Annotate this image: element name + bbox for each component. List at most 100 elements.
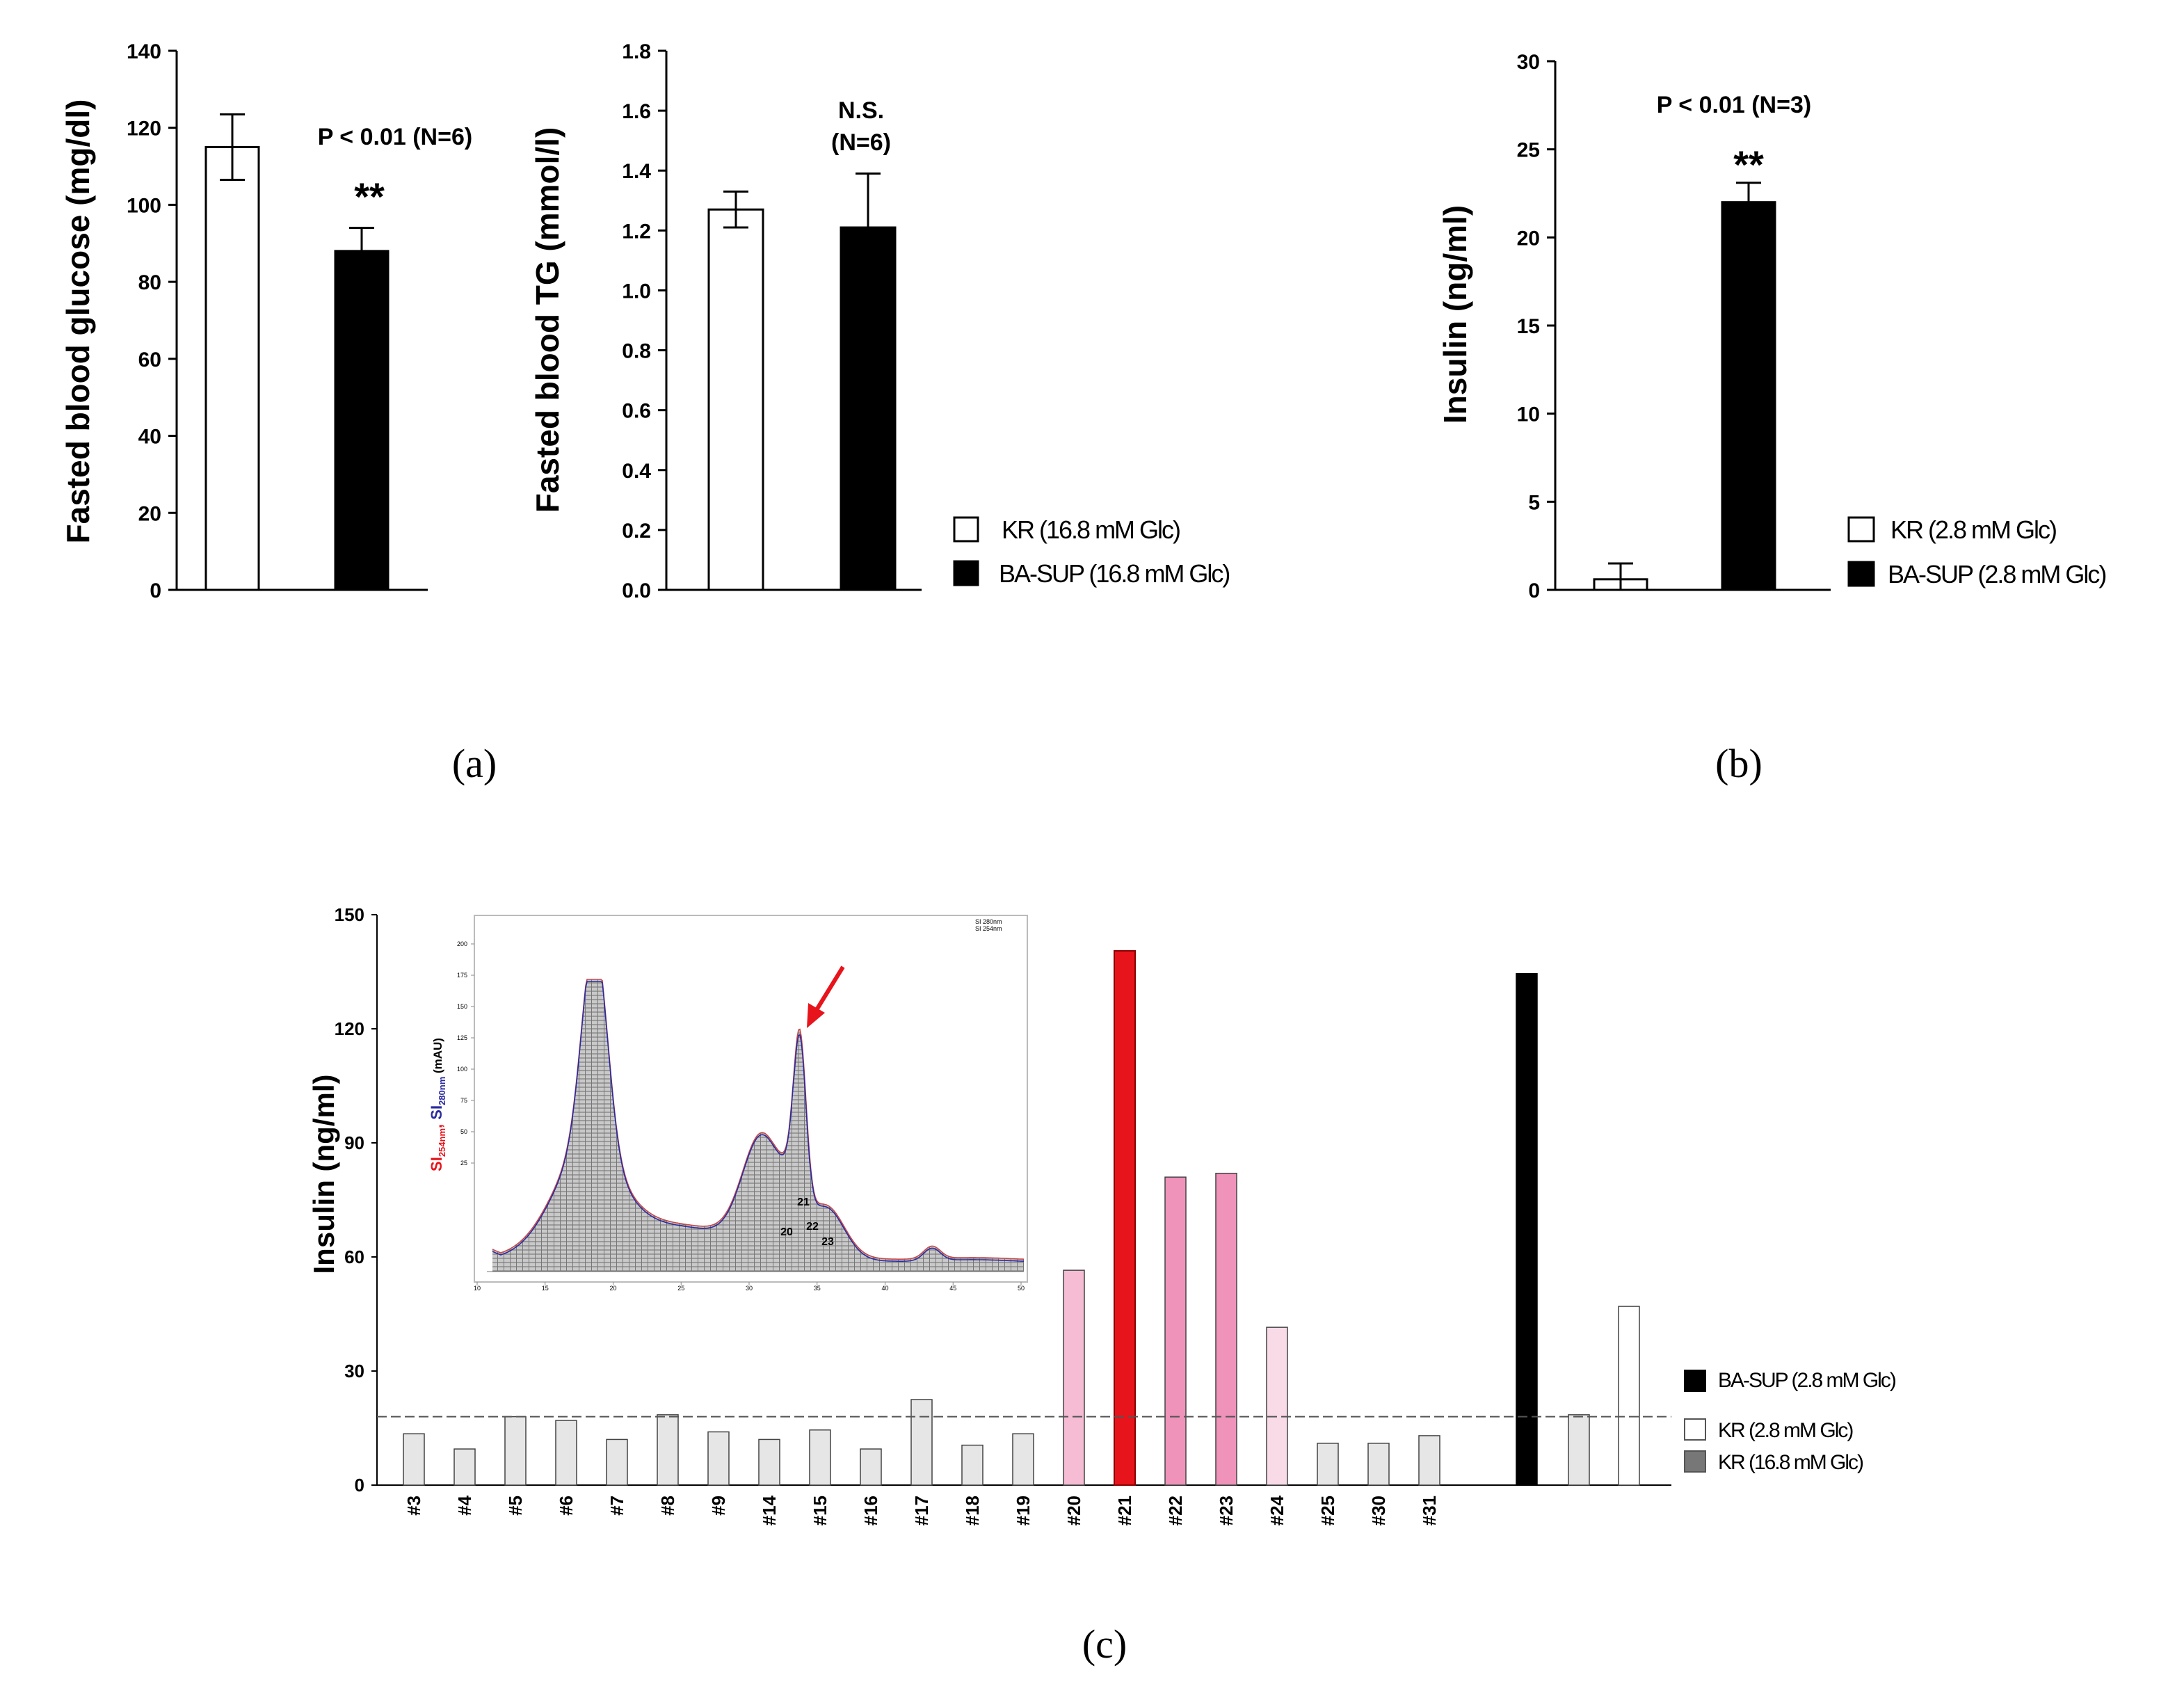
fraction-bar-16: [860, 1448, 882, 1486]
insulin-b-y-tick-label: 5: [1528, 491, 1540, 514]
inset-peak-label-23: 23: [821, 1236, 834, 1248]
glucose-y-tick-label: 0: [150, 579, 161, 602]
glucose-y-tick-label: 100: [127, 194, 161, 217]
fraction-label-19: #19: [1013, 1496, 1034, 1525]
inset-y-tick-label: 125: [457, 1034, 467, 1041]
fraction-bar-6: [555, 1420, 577, 1486]
inset-peak-label-22: 22: [806, 1221, 819, 1233]
insulin-b-y-tick-label: 15: [1517, 315, 1540, 338]
inset-y-tick-label: 150: [457, 1003, 467, 1010]
fraction-bar-4: [453, 1448, 476, 1486]
legend-c-ba-label: BA-SUP (2.8 mM Glc): [1718, 1369, 1896, 1392]
glucose-y-tick-label: 80: [138, 271, 161, 294]
insulin-chart-b: Insulin (ng/ml) P < 0.01 (N=3) ** KR (2.…: [1437, 51, 2107, 602]
fraction-bar-20: [1063, 1269, 1085, 1486]
fraction-label-7: #7: [607, 1496, 627, 1516]
inset-legend-280: SI 280nm: [975, 918, 1002, 925]
insulin-c-y-tick-label: 90: [344, 1132, 364, 1153]
fraction-label-20: #20: [1063, 1496, 1084, 1525]
fraction-label-24: #24: [1267, 1495, 1287, 1525]
legend-a-kr-swatch: [953, 516, 979, 543]
tg-y-axis-label: Fasted blood TG (mmol/l): [529, 127, 565, 513]
insulin-b-y-tick-label: 25: [1517, 139, 1540, 162]
glucose-significance-stars: **: [354, 175, 385, 218]
fraction-label-30: #30: [1368, 1496, 1389, 1525]
inset-y-tick-label: 200: [457, 940, 467, 947]
insulin-c-y-tick-label: 150: [335, 904, 364, 925]
legend-a: KR (16.8 mM Glc) BA-SUP (16.8 mM Glc): [953, 515, 1230, 588]
tg-n-label: (N=6): [831, 129, 891, 156]
tg-y-tick-label: 0.2: [622, 520, 651, 543]
legend-c-kr28-swatch: [1684, 1418, 1706, 1441]
inset-ylab-unit: (mAU): [431, 1038, 444, 1077]
glucose-chart: Fasted blood glucose (mg/dl) P < 0.01 (N…: [60, 40, 472, 602]
glucose-y-axis-label: Fasted blood glucose (mg/dl): [60, 99, 96, 544]
legend-b-kr-label: KR (2.8 mM Glc): [1890, 515, 2056, 544]
glucose-y-tick-label: 40: [138, 426, 161, 449]
insulin-b-y-axis-label: Insulin (ng/ml): [1437, 205, 1473, 424]
inset-arrow-shaft: [813, 965, 845, 1013]
inset-trace-280: [492, 981, 1025, 1262]
fraction-bar-14: [758, 1438, 780, 1486]
fraction-label-25: #25: [1317, 1496, 1338, 1525]
fraction-bar-21: [1114, 949, 1136, 1486]
tg-chart: Fasted blood TG (mmol/l) N.S. (N=6) KR (…: [529, 40, 1230, 602]
inset-x-tick-label: 40: [881, 1285, 888, 1292]
inset-ylab-si280: SI: [428, 1105, 445, 1120]
fraction-bar-23: [1215, 1172, 1237, 1486]
inset-y-tick-label: 75: [460, 1097, 467, 1104]
control-bar-1: [1516, 972, 1538, 1486]
tg-bar-1: [707, 208, 764, 591]
legend-c-ba-swatch: [1684, 1370, 1706, 1392]
fraction-label-3: #3: [403, 1496, 424, 1516]
fraction-bar-24: [1266, 1327, 1288, 1486]
fraction-insulin-chart: Insulin (ng/ml) BA-SUP (2.8 mM Glc) KR (…: [307, 904, 1897, 1525]
fraction-bar-25: [1317, 1443, 1339, 1486]
legend-c-kr28-label: KR (2.8 mM Glc): [1718, 1419, 1853, 1442]
fraction-label-21: #21: [1114, 1496, 1135, 1525]
fraction-label-4: #4: [454, 1495, 475, 1515]
fraction-label-16: #16: [860, 1496, 881, 1525]
fraction-bar-5: [504, 1416, 527, 1486]
fraction-label-17: #17: [911, 1496, 932, 1525]
fraction-bar-15: [809, 1429, 831, 1486]
fraction-bar-31: [1418, 1435, 1440, 1486]
inset-ylab-254-sub: 254nm: [437, 1128, 447, 1157]
fraction-bar-18: [961, 1444, 983, 1486]
legend-c-kr168-swatch: [1684, 1450, 1706, 1473]
insulin-c-y-tick-label: 30: [344, 1361, 364, 1381]
inset-x-tick-label: 50: [1018, 1285, 1025, 1292]
fraction-bar-22: [1164, 1176, 1187, 1486]
tg-ns-label: N.S.: [838, 97, 884, 124]
inset-ylab-280-sub: 280nm: [437, 1077, 447, 1105]
glucose-y-tick-label: 60: [138, 348, 161, 371]
inset-x-tick-label: 35: [814, 1285, 821, 1292]
inset-hatched-area: [492, 979, 1024, 1272]
insulin-b-y-tick-label: 10: [1517, 403, 1540, 426]
fraction-bar-9: [707, 1431, 730, 1486]
legend-c: BA-SUP (2.8 mM Glc) KR (2.8 mM Glc) KR (…: [1684, 1369, 1897, 1474]
fraction-label-9: #9: [708, 1496, 729, 1516]
panel-label-a: (a): [452, 741, 497, 786]
inset-x-tick-label: 20: [609, 1285, 616, 1292]
fraction-bar-7: [606, 1438, 628, 1486]
inset-x-tick-label: 25: [677, 1285, 684, 1292]
glucose-y-tick-label: 140: [127, 40, 161, 63]
legend-c-kr168-label: KR (16.8 mM Glc): [1718, 1451, 1863, 1474]
inset-y-axis-label: SI254nm, SI280nm (mAU): [428, 1038, 447, 1171]
tg-y-tick-label: 0.4: [622, 460, 651, 483]
fraction-bar-19: [1012, 1433, 1034, 1486]
fraction-label-22: #22: [1165, 1496, 1186, 1525]
tg-y-tick-label: 0.0: [622, 579, 651, 602]
glucose-bar-2: [334, 250, 390, 591]
inset-peak-label-20: 20: [780, 1226, 793, 1238]
fraction-label-31: #31: [1419, 1496, 1440, 1525]
fraction-label-15: #15: [810, 1496, 830, 1525]
control-bar-2: [1568, 1414, 1590, 1486]
inset-ylab-si254: SI: [428, 1157, 445, 1171]
tg-y-tick-label: 1.8: [622, 40, 651, 63]
fraction-bar-17: [910, 1399, 933, 1486]
tg-y-tick-label: 0.6: [622, 400, 651, 423]
legend-b-kr-swatch: [1847, 516, 1875, 543]
